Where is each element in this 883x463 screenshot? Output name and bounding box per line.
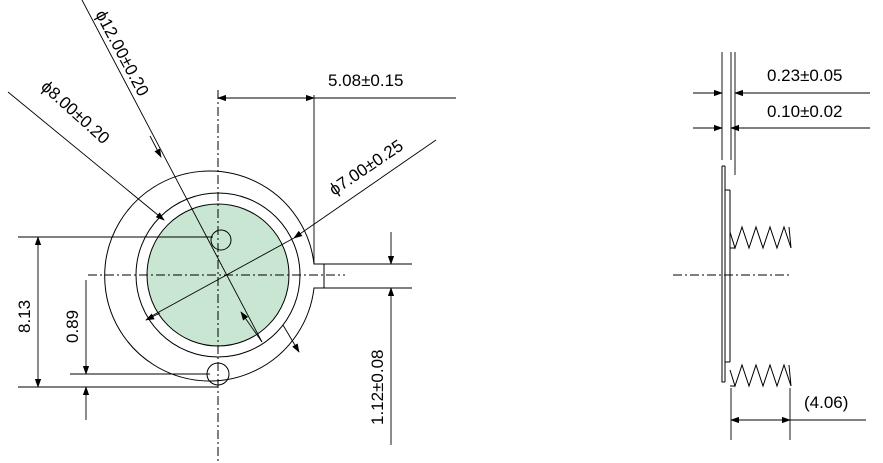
leader-dia-middle (7, 91, 165, 221)
front-view: ϕ12.00±0.20 ϕ8.00±0.20 ϕ7.00±0.25 5.08±0… (7, 0, 456, 463)
outer-ring (104, 170, 325, 382)
side-view: 0.23±0.05 0.10±0.02 (4.06) (673, 52, 870, 440)
label-offset-h: 5.08±0.15 (328, 71, 404, 90)
label-thickness-1: 0.23±0.05 (767, 66, 843, 85)
arrow-outer-top (149, 135, 162, 158)
dia-inner-cross (147, 237, 295, 319)
label-height-hole: 0.89 (63, 310, 82, 343)
label-slot-width: 1.12±0.08 (368, 349, 387, 425)
label-height-total: 8.13 (15, 300, 34, 333)
upper-hole (210, 229, 232, 251)
arrow-middle-right (282, 324, 300, 353)
label-thickness-2: 0.10±0.02 (767, 102, 843, 121)
label-dia-middle: ϕ8.00±0.20 (37, 77, 113, 148)
arrow-outer-bottom (240, 311, 263, 343)
side-plate (721, 165, 726, 383)
label-dia-inner: ϕ7.00±0.25 (326, 136, 407, 199)
arrow-inner-left (145, 312, 161, 321)
upper-spring (729, 225, 792, 250)
leader-dia-outer (81, 0, 263, 343)
label-spring-length: (4.06) (804, 393, 848, 412)
label-dia-outer: ϕ12.00±0.20 (91, 7, 152, 99)
leader-dia-inner (293, 139, 437, 239)
lower-spring (729, 363, 792, 388)
